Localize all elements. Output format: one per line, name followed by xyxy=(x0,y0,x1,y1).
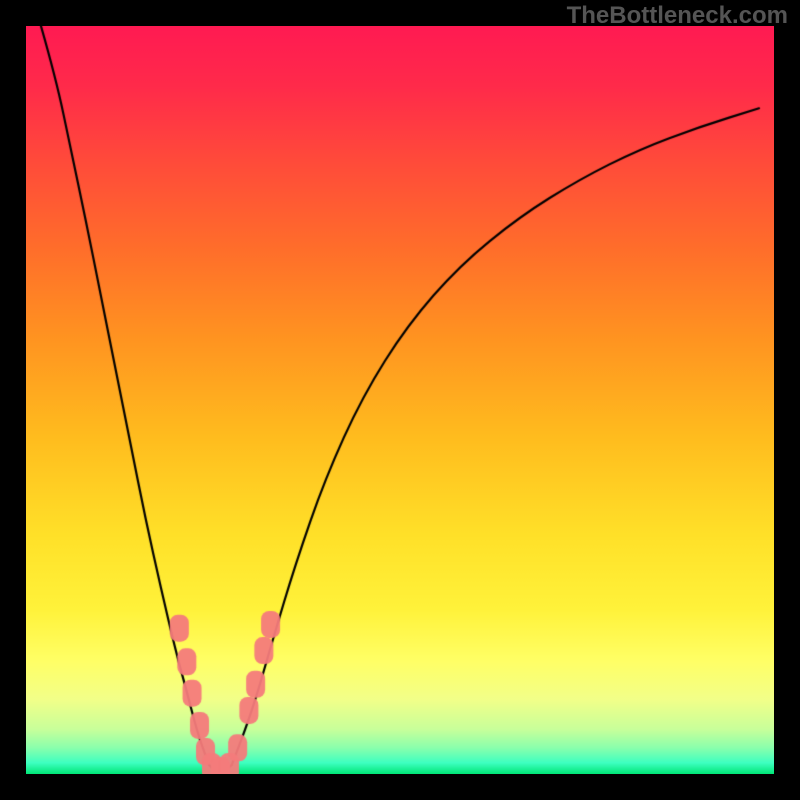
plot-area xyxy=(26,26,774,774)
watermark-text: TheBottleneck.com xyxy=(567,2,788,30)
markers-layer xyxy=(26,26,774,774)
figure-root: TheBottleneck.com xyxy=(0,0,800,800)
